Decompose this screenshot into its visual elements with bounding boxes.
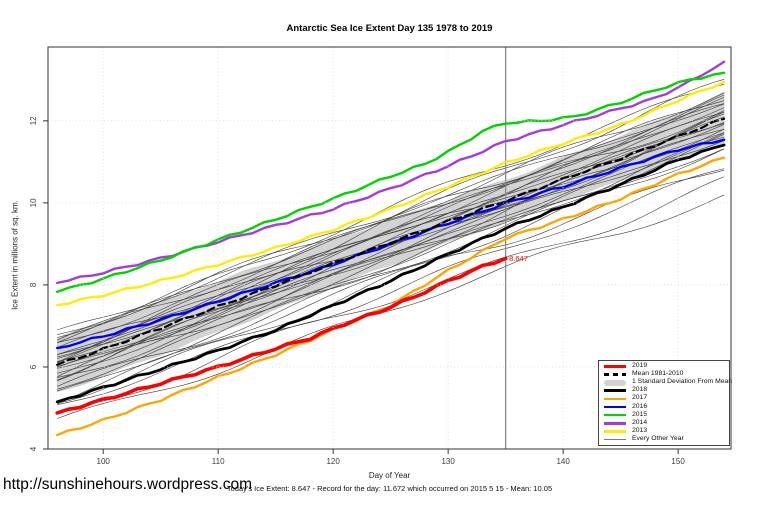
legend-label: 1 Standard Deviation From Mean bbox=[632, 378, 733, 386]
x-tick-label: 100 bbox=[97, 457, 111, 466]
line-swatch-icon bbox=[604, 372, 626, 376]
background-year-line bbox=[57, 83, 725, 338]
y-tick-label: 6 bbox=[29, 364, 38, 369]
y-axis-label: Ice Extent in millions of sq. km. bbox=[10, 200, 20, 310]
legend-swatch bbox=[602, 372, 632, 376]
x-tick-label: 110 bbox=[212, 457, 225, 466]
legend-label: 2019 bbox=[632, 361, 648, 369]
source-url: http://sunshinehours.wordpress.com bbox=[3, 476, 252, 493]
background-year-line bbox=[57, 79, 725, 335]
line-swatch-icon bbox=[604, 397, 626, 401]
x-axis-label: Day of Year bbox=[368, 471, 411, 480]
legend-item-2017: 2017 bbox=[599, 395, 729, 403]
legend-swatch bbox=[602, 389, 632, 393]
x-tick-label: 130 bbox=[441, 457, 455, 466]
line-swatch-icon bbox=[604, 413, 626, 417]
y-tick-label: 4 bbox=[29, 446, 38, 451]
legend-item-2018: 2018 bbox=[599, 386, 729, 395]
background-year-line bbox=[57, 111, 725, 362]
line-swatch-icon bbox=[604, 439, 626, 441]
legend-swatch bbox=[602, 439, 632, 441]
mean-line bbox=[56, 117, 726, 367]
background-year-line bbox=[57, 168, 725, 406]
line-swatch-icon bbox=[604, 364, 626, 368]
series-line-2013 bbox=[55, 80, 726, 307]
background-year-line bbox=[57, 113, 725, 355]
background-year-line bbox=[57, 97, 725, 355]
legend-item-mean-1981-2010: Mean 1981-2010 bbox=[599, 370, 729, 378]
background-year-line bbox=[57, 92, 725, 341]
plot-border bbox=[47, 46, 732, 450]
line-swatch-icon bbox=[604, 422, 626, 425]
legend-swatch bbox=[602, 430, 632, 433]
background-year-line bbox=[57, 103, 725, 343]
legend-label: Mean 1981-2010 bbox=[632, 369, 684, 377]
legend-item-every-other-year: Every Other Year bbox=[599, 436, 729, 444]
legend-swatch bbox=[602, 422, 632, 425]
background-year-line bbox=[57, 128, 725, 369]
background-year-line bbox=[57, 123, 725, 359]
legend-item-2014: 2014 bbox=[599, 419, 729, 427]
legend-swatch bbox=[602, 397, 632, 401]
legend-label: 2013 bbox=[632, 427, 648, 435]
background-year-line bbox=[57, 94, 725, 331]
legend-label: 2016 bbox=[632, 402, 648, 410]
legend-swatch bbox=[602, 413, 632, 417]
line-swatch-icon bbox=[604, 389, 626, 393]
legend-label: 2017 bbox=[632, 394, 648, 402]
x-tick-label: 140 bbox=[556, 457, 570, 466]
legend-label: 2014 bbox=[632, 418, 648, 426]
legend-label: 2015 bbox=[632, 410, 648, 418]
background-year-line bbox=[57, 122, 725, 382]
legend-swatch bbox=[602, 379, 632, 386]
background-year-line bbox=[57, 140, 725, 381]
line-swatch-icon bbox=[604, 405, 626, 409]
y-tick-label: 10 bbox=[29, 198, 38, 207]
legend-swatch bbox=[602, 364, 632, 368]
legend-item-2013: 2013 bbox=[599, 427, 729, 436]
background-year-line bbox=[57, 136, 725, 378]
background-year-line bbox=[57, 103, 725, 343]
background-year-line bbox=[57, 132, 725, 368]
legend: 2019 Mean 1981-2010 1 Standard Deviation F… bbox=[598, 360, 733, 446]
y-tick-label: 12 bbox=[29, 116, 38, 125]
background-year-line bbox=[57, 194, 725, 419]
series-line-2014 bbox=[55, 60, 726, 285]
ice-extent-annotation: 8.647 bbox=[509, 254, 528, 263]
series-line-2019 bbox=[55, 256, 508, 415]
legend-item-1-standard-deviation-from-mean: 1 Standard Deviation From Mean bbox=[599, 378, 733, 387]
chart-title: Antarctic Sea Ice Extent Day 135 1978 to… bbox=[286, 23, 493, 34]
band-swatch-icon bbox=[604, 379, 626, 386]
legend-item-2015: 2015 bbox=[599, 411, 729, 419]
line-swatch-icon bbox=[604, 430, 626, 433]
legend-swatch bbox=[602, 405, 632, 409]
y-tick-label: 8 bbox=[29, 282, 38, 287]
plot-clip-group bbox=[55, 47, 726, 449]
x-tick-label: 120 bbox=[326, 457, 340, 466]
series-line-2018 bbox=[55, 143, 726, 404]
legend-label: 2018 bbox=[632, 386, 648, 394]
background-year-line bbox=[57, 132, 725, 390]
stats-caption: Today's Ice Extent: 8.647 - Record for t… bbox=[226, 484, 553, 493]
legend-item-2016: 2016 bbox=[599, 403, 729, 411]
background-year-line bbox=[57, 107, 725, 363]
x-tick-label: 150 bbox=[671, 457, 685, 466]
series-line-2015 bbox=[55, 71, 726, 294]
legend-item-2019: 2019 bbox=[599, 362, 729, 370]
background-year-line bbox=[57, 100, 725, 358]
legend-label: Every Other Year bbox=[632, 435, 684, 443]
